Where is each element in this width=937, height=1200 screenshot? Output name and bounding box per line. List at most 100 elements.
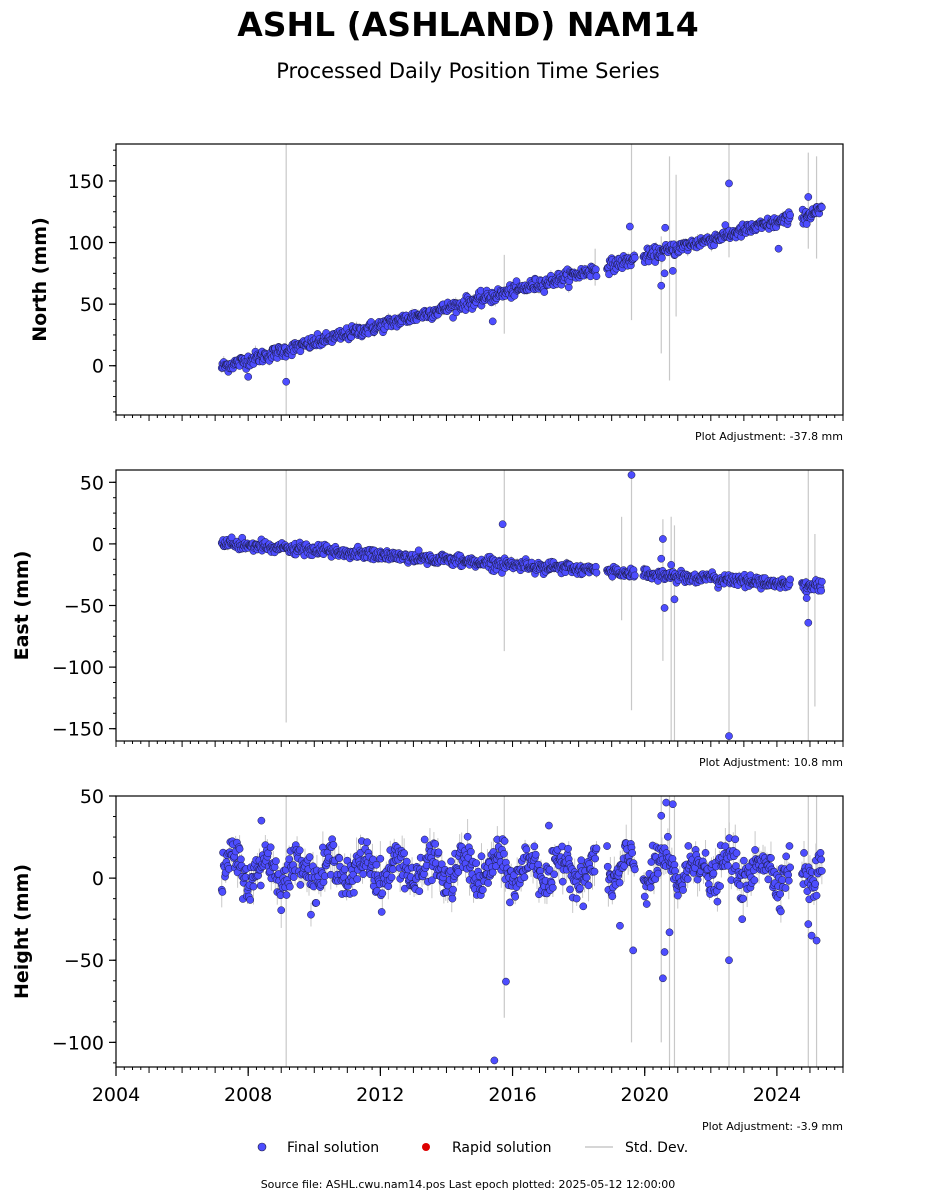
data-point — [620, 861, 629, 870]
data-point — [414, 546, 423, 555]
data-point-outlier — [667, 561, 676, 569]
data-point-outlier — [627, 471, 636, 479]
data-point-outlier — [802, 594, 811, 602]
data-point — [786, 211, 794, 219]
data-point — [256, 881, 265, 890]
data-point — [266, 843, 275, 852]
data-point — [817, 586, 826, 595]
data-point — [353, 875, 362, 883]
legend: Final solution Rapid solution Std. Dev. — [257, 1140, 688, 1156]
data-point — [818, 867, 826, 875]
data-point — [818, 577, 826, 586]
data-point — [478, 886, 487, 894]
data-point-outlier — [490, 1056, 499, 1065]
data-point-outlier — [807, 931, 816, 940]
data-point — [387, 873, 396, 882]
data-point — [488, 868, 497, 877]
data-point — [642, 900, 651, 908]
data-point — [782, 852, 791, 861]
data-point — [282, 891, 291, 899]
plot-area — [217, 144, 826, 415]
data-point — [615, 878, 624, 887]
data-point-outlier — [725, 956, 733, 965]
data-point — [249, 882, 258, 891]
data-point-outlier — [244, 372, 253, 381]
data-point — [415, 887, 424, 896]
legend-std-label: Std. Dev. — [625, 1140, 688, 1156]
data-point — [237, 855, 245, 864]
chart-subtitle: Processed Daily Position Time Series — [276, 59, 660, 83]
plot-frame — [115, 143, 844, 416]
data-point — [592, 844, 601, 853]
data-point — [784, 876, 793, 885]
data-point — [736, 881, 744, 890]
data-point — [558, 877, 567, 886]
source-footer: Source file: ASHL.cwu.nam14.pos Last epo… — [261, 1178, 676, 1191]
data-point — [579, 902, 588, 911]
data-point — [721, 842, 730, 851]
x-tick-label: 2020 — [621, 1084, 669, 1106]
data-point — [531, 850, 540, 859]
data-point — [500, 837, 509, 845]
data-point — [777, 907, 785, 916]
data-point — [740, 856, 748, 865]
y-axis-label: North (mm) — [29, 217, 51, 342]
x-tick-label: 2016 — [488, 1084, 536, 1106]
data-point — [731, 835, 740, 844]
north-panel: 0 50 100 150 North (mm) — [29, 143, 844, 421]
data-point — [377, 908, 386, 916]
data-point — [235, 845, 244, 853]
data-point — [530, 842, 539, 851]
data-point — [449, 885, 457, 894]
final-solution-points — [217, 798, 826, 1065]
data-point-outlier — [668, 267, 677, 275]
data-point — [400, 849, 409, 858]
data-point — [307, 910, 315, 919]
plot-area — [217, 796, 826, 1067]
data-point — [658, 254, 666, 262]
y-tick-label: −100 — [52, 657, 104, 679]
data-point — [673, 891, 682, 900]
data-point-outlier — [629, 946, 638, 955]
data-point — [817, 855, 826, 864]
y-axis-label: Height (mm) — [11, 864, 33, 999]
data-point — [277, 906, 286, 915]
data-point — [576, 884, 584, 893]
data-point — [522, 845, 531, 854]
data-point-outlier — [659, 535, 667, 543]
data-point — [454, 868, 463, 876]
y-tick-label: −150 — [52, 719, 104, 741]
data-point — [477, 852, 486, 861]
data-point — [506, 898, 514, 907]
data-point — [684, 842, 693, 850]
data-point-outlier — [257, 816, 266, 825]
data-point — [701, 849, 710, 857]
data-point — [500, 849, 508, 858]
data-point — [472, 859, 481, 868]
data-point — [437, 860, 446, 869]
data-point — [246, 896, 255, 904]
data-point — [679, 886, 687, 894]
data-point — [434, 848, 443, 857]
data-point — [608, 892, 617, 901]
north-adjustment: Plot Adjustment: -37.8 mm — [695, 430, 843, 443]
data-point — [646, 883, 655, 892]
data-point — [296, 881, 305, 889]
data-point-outlier — [660, 269, 669, 278]
data-point-outlier — [657, 811, 666, 820]
data-point — [786, 863, 794, 872]
data-point — [654, 869, 662, 878]
data-point — [628, 849, 637, 857]
east-adjustment: Plot Adjustment: 10.8 mm — [699, 756, 843, 769]
data-point-outlier — [725, 179, 733, 188]
y-tick-label: −100 — [52, 1032, 104, 1054]
data-point-outlier — [502, 977, 510, 986]
data-point — [545, 865, 554, 874]
data-point — [786, 575, 794, 584]
data-point-outlier — [616, 921, 624, 930]
data-point — [724, 861, 732, 870]
data-point — [584, 881, 593, 890]
data-point — [305, 853, 314, 861]
data-point-outlier — [738, 915, 747, 924]
